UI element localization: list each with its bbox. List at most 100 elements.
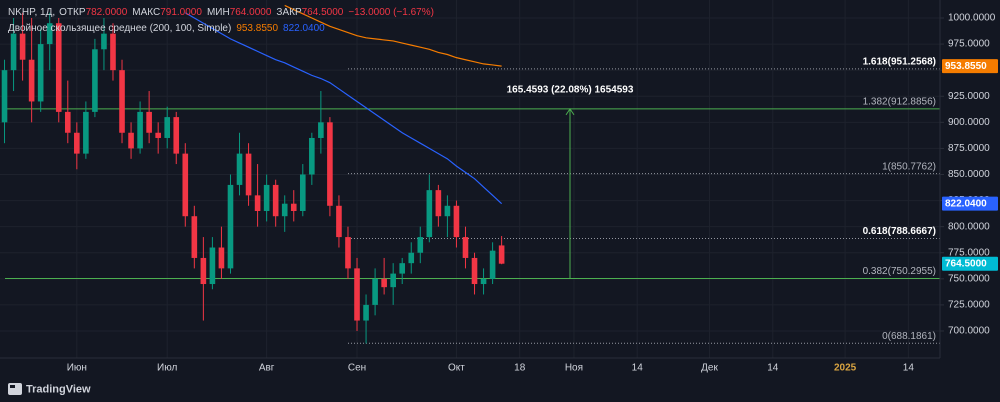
candle-body bbox=[128, 132, 134, 149]
fib-label: 1(850.7762) bbox=[882, 161, 936, 172]
candle-body bbox=[119, 70, 125, 133]
brand-logo: TradingView bbox=[8, 383, 91, 395]
candle-body bbox=[345, 237, 351, 269]
candle-body bbox=[19, 33, 26, 60]
ohlc-key: МИН bbox=[207, 7, 230, 18]
indicator-value: 953.8550 bbox=[236, 23, 278, 34]
logo-icon bbox=[8, 383, 22, 395]
y-tick-label: 875.0000 bbox=[948, 143, 990, 154]
candle-body bbox=[281, 203, 288, 217]
moving-average bbox=[184, 12, 503, 205]
x-tick-label: 14 bbox=[767, 363, 779, 374]
candle-body bbox=[227, 184, 234, 269]
candle-body bbox=[263, 184, 270, 212]
fib-label: 0.382(750.2955) bbox=[863, 266, 936, 277]
x-tick-label: Авг bbox=[259, 363, 275, 374]
measure-label: 165.4593 (22.08%) 1654593 bbox=[507, 85, 634, 96]
y-tick-label: 1000.0000 bbox=[948, 13, 996, 24]
candle-body bbox=[146, 111, 152, 133]
indicator-value: 822.0400 bbox=[283, 23, 325, 34]
candle-body bbox=[462, 237, 469, 258]
moving-average bbox=[284, 4, 502, 67]
candle-body bbox=[381, 278, 387, 288]
candle-body bbox=[336, 205, 342, 238]
candle-body bbox=[489, 250, 496, 279]
candle-body bbox=[83, 111, 89, 154]
x-tick-label: 18 bbox=[514, 363, 526, 374]
candle-body bbox=[92, 49, 98, 112]
candle-body bbox=[480, 278, 487, 285]
ohlc-value: 791.0000 bbox=[160, 7, 202, 18]
x-tick-label: 14 bbox=[903, 363, 915, 374]
y-tick-label: 750.0000 bbox=[948, 273, 990, 284]
logo-icon bbox=[10, 385, 15, 388]
fib-label: 0(688.1861) bbox=[882, 331, 936, 342]
price-tag-label: 764.5000 bbox=[945, 258, 987, 269]
candle-body bbox=[471, 257, 478, 285]
candle-body bbox=[182, 153, 189, 217]
candle-body bbox=[254, 195, 261, 212]
candle-body bbox=[10, 33, 17, 71]
measure-arrow bbox=[565, 107, 575, 116]
x-tick-label: Июл bbox=[157, 363, 177, 374]
price-tag-label: 953.8550 bbox=[945, 61, 987, 72]
candle-body bbox=[191, 216, 198, 258]
ohlc-value: 782.0000 bbox=[86, 7, 128, 18]
y-tick-label: 850.0000 bbox=[948, 169, 990, 180]
fib-label: 0.618(788.6667) bbox=[863, 226, 936, 237]
candle-body bbox=[309, 137, 315, 175]
candle-body bbox=[426, 190, 433, 238]
candle-body bbox=[218, 247, 225, 269]
brand: TradingView bbox=[26, 383, 91, 395]
x-tick-label: 14 bbox=[632, 363, 644, 374]
ohlc-key: ОТКР bbox=[59, 7, 86, 18]
candle-body bbox=[209, 247, 216, 285]
candle-body bbox=[236, 153, 243, 185]
price-tag bbox=[942, 256, 998, 271]
y-tick-label: 800.0000 bbox=[948, 221, 990, 232]
candle-body bbox=[200, 257, 207, 285]
candle-body bbox=[390, 273, 396, 288]
candle-body bbox=[498, 245, 505, 264]
candle-body bbox=[173, 117, 180, 154]
candle-body bbox=[363, 304, 369, 321]
ohlc-value: 764.5000 bbox=[302, 7, 344, 18]
x-tick-label: Дек bbox=[701, 363, 718, 374]
y-tick-label: 925.0000 bbox=[948, 91, 990, 102]
candle-body bbox=[299, 174, 306, 212]
symbol: NKHP, 1Д, bbox=[8, 7, 55, 18]
indicator-line: Двойное скользящее среднее (200, 100, Si… bbox=[8, 23, 325, 34]
price-tag-label: 822.0400 bbox=[945, 198, 987, 209]
y-tick-label: 975.0000 bbox=[948, 39, 990, 50]
x-tick-label: Окт bbox=[448, 363, 465, 374]
axes: 1000.0000975.0000950.0000925.0000900.000… bbox=[67, 13, 998, 374]
candle-body bbox=[372, 278, 378, 305]
candle-body bbox=[110, 33, 116, 71]
candle-body bbox=[101, 33, 107, 50]
candle-body bbox=[164, 117, 171, 138]
candle-body bbox=[399, 263, 406, 274]
y-tick-label: 700.0000 bbox=[948, 326, 990, 337]
x-tick-label: Сен bbox=[348, 363, 366, 374]
candle-body bbox=[55, 23, 62, 112]
candle-body bbox=[74, 132, 80, 154]
fib-label: 1.618(951.2568) bbox=[863, 56, 936, 67]
price-tag bbox=[942, 59, 998, 74]
legend-line: NKHP, 1Д, ОТКР782.0000 МАКС791.0000 МИН764.… bbox=[8, 7, 434, 18]
candle-body bbox=[327, 122, 333, 206]
candle-body bbox=[1, 70, 8, 123]
ohlc-key: ЗАКР bbox=[276, 7, 302, 18]
candle-body bbox=[64, 111, 71, 133]
fib-label: 1.382(912.8856) bbox=[863, 97, 936, 108]
candle-body bbox=[46, 23, 53, 45]
candle-body bbox=[28, 59, 35, 102]
ohlc-value: 764.0000 bbox=[230, 7, 272, 18]
candle-body bbox=[444, 205, 451, 217]
x-tick-label: 2025 bbox=[834, 363, 857, 374]
price-tag bbox=[942, 196, 998, 211]
candle-body bbox=[354, 268, 360, 321]
indicator-name: Двойное скользящее среднее (200, 100, Si… bbox=[8, 23, 231, 34]
y-tick-label: 775.0000 bbox=[948, 247, 990, 258]
x-tick-label: Ноя bbox=[565, 363, 583, 374]
